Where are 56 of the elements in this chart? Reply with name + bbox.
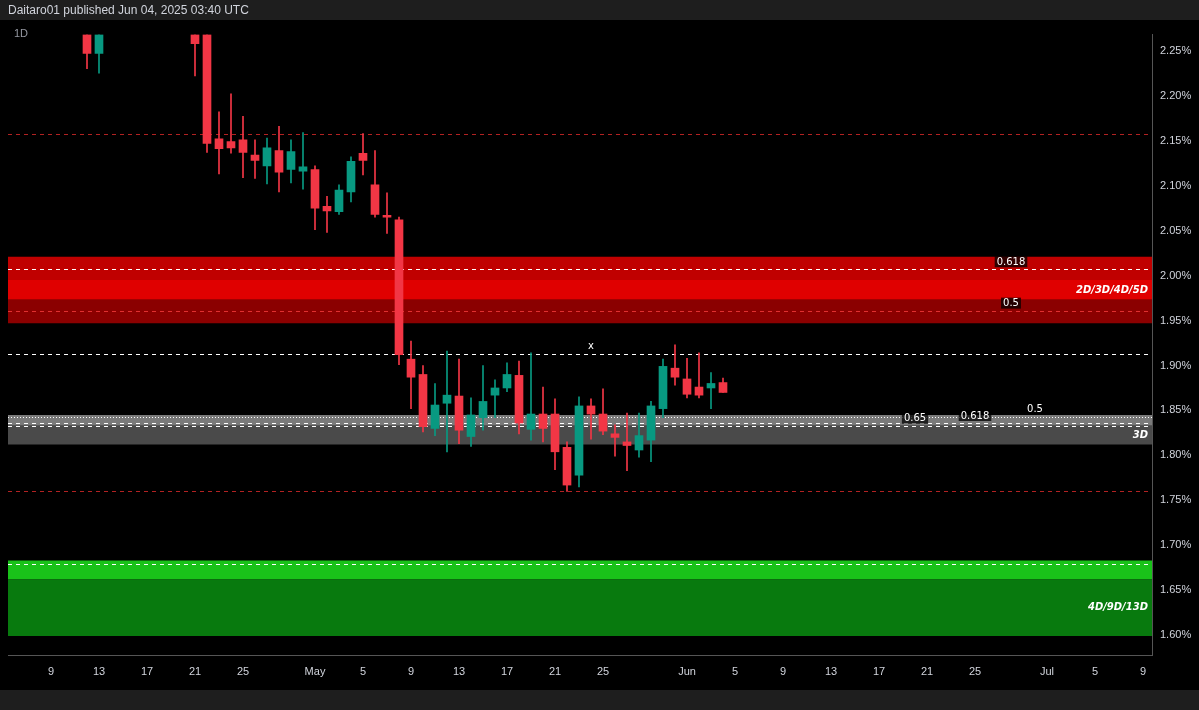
y-tick-label: 2.25%	[1160, 43, 1192, 56]
x-tick-label: 13	[452, 664, 466, 677]
y-tick-label: 1.60%	[1160, 628, 1192, 641]
x-tick-label: 9	[779, 664, 787, 677]
candlestick	[238, 116, 248, 178]
annotation: 0.5	[1027, 403, 1043, 415]
x-tick-label: 5	[359, 664, 367, 677]
x-tick-label: 13	[824, 664, 838, 677]
candlestick	[298, 132, 308, 190]
annotation: x	[588, 340, 595, 352]
x-tick-label: 21	[188, 664, 202, 677]
x-tick-label: 9	[47, 664, 55, 677]
x-tick-label: 17	[872, 664, 886, 677]
y-tick-label: 1.80%	[1160, 448, 1192, 461]
x-tick-label: 21	[548, 664, 562, 677]
x-tick-label: Jun	[678, 664, 696, 677]
candlestick	[478, 365, 488, 431]
candlestick	[226, 93, 236, 154]
candlestick	[526, 352, 536, 441]
text: Daitaro01 published Jun 04, 2025 03:40 UTC	[8, 3, 249, 17]
y-tick-label: 1.70%	[1160, 538, 1192, 551]
y-tick-label: 2.20%	[1160, 88, 1192, 101]
candlestick	[442, 350, 452, 453]
y-tick-label: 1.85%	[1160, 403, 1192, 416]
chart-title: 1D	[14, 27, 29, 39]
band-label: 4D/9D/13D	[1086, 601, 1148, 613]
candlestick	[250, 139, 260, 179]
x-tick-label: 9	[1139, 664, 1147, 677]
y-tick-label: 1.95%	[1160, 313, 1192, 326]
y-tick-label: 1.75%	[1160, 493, 1192, 506]
x-tick-label: 13	[92, 664, 106, 677]
candlestick	[358, 133, 368, 176]
y-tick-label: 2.10%	[1160, 178, 1192, 191]
x-tick-label: 9	[407, 664, 415, 677]
band-label: 3D	[1132, 428, 1148, 440]
x-tick-label: 25	[236, 664, 250, 677]
annotation: 0.618	[960, 409, 990, 421]
y-tick-label: 2.15%	[1160, 133, 1192, 146]
x-tick-label: 17	[500, 664, 514, 677]
x-tick-label: Jul	[1039, 664, 1055, 677]
y-tick-label: 2.00%	[1160, 268, 1192, 281]
candlestick	[610, 424, 620, 457]
y-tick-label: 1.65%	[1160, 583, 1192, 596]
x-tick-label: 25	[968, 664, 982, 677]
annotation: 0.5	[1003, 297, 1019, 309]
x-tick-label: 5	[1091, 664, 1099, 677]
x-tick-label: 21	[920, 664, 934, 677]
x-tick-label: 25	[596, 664, 610, 677]
x-tick-label: 17	[140, 664, 154, 677]
y-tick-label: 2.05%	[1160, 223, 1192, 236]
x-tick-label: May	[304, 664, 326, 677]
band-label: 2D/3D/4D/5D	[1076, 283, 1148, 295]
y-tick-label: 1.90%	[1160, 358, 1192, 371]
annotation: 0.618	[996, 255, 1026, 267]
x-tick-label: 5	[731, 664, 739, 677]
annotation: 0.65	[903, 412, 927, 424]
